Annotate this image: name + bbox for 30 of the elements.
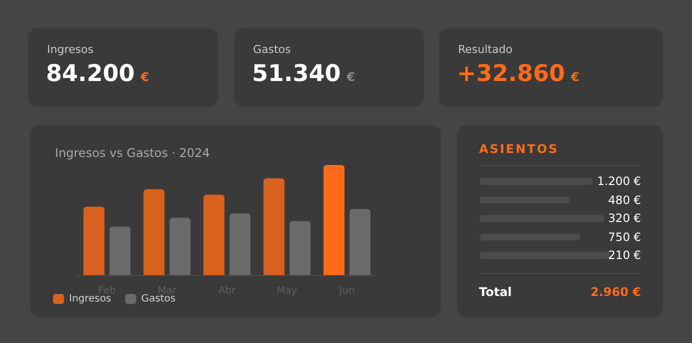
text: € <box>571 70 580 84</box>
text: 480 € <box>608 192 641 206</box>
bar <box>83 206 104 275</box>
text: € <box>140 70 150 84</box>
bar <box>203 194 224 275</box>
text: +32.860 <box>457 61 566 87</box>
text: ASIENTOS <box>479 142 559 156</box>
text: 2.960 € <box>590 285 641 299</box>
bar <box>350 209 371 275</box>
text: € <box>346 70 356 84</box>
text: 320 € <box>608 211 641 225</box>
text: 51.340 <box>252 61 341 87</box>
bar <box>110 226 131 275</box>
text: 84.200 <box>46 61 135 87</box>
text: Ingresos <box>47 43 94 56</box>
bar <box>290 221 311 275</box>
bar <box>323 165 344 275</box>
text: 750 € <box>608 230 641 244</box>
bar <box>170 218 191 275</box>
chart-title: Ingresos vs Gastos · 2024 <box>55 146 210 160</box>
bar <box>263 178 284 275</box>
bar <box>143 189 164 275</box>
text: 210 € <box>608 248 641 262</box>
bar <box>230 213 251 275</box>
text: Gastos <box>253 43 291 56</box>
legend-label: Ingresos <box>69 294 112 304</box>
text: 1.200 € <box>597 174 641 188</box>
text: Resultado <box>458 43 512 56</box>
text: Total <box>479 285 512 299</box>
legend-label: Gastos <box>141 294 176 304</box>
